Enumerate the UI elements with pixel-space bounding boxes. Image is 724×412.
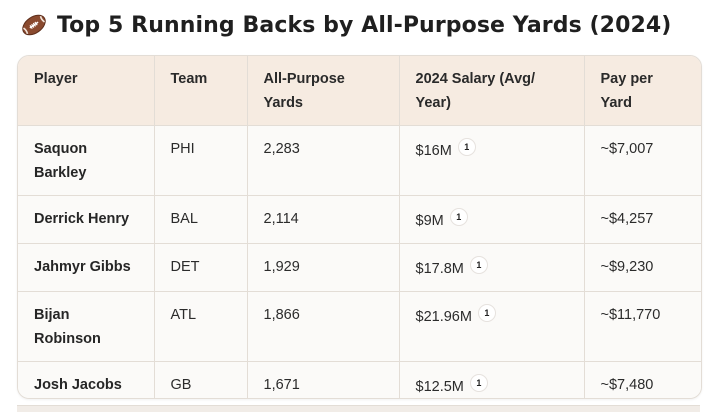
yards-cell: 2,114 — [247, 195, 400, 244]
table-row: Josh Jacobs GB 1,671 $12.5M 1 ~$7,480 — [18, 361, 701, 398]
yards-cell: 1,929 — [247, 243, 400, 292]
salary-value: $9M — [415, 213, 444, 229]
player-cell: Derrick Henry — [18, 195, 155, 244]
table-row: Bijan Robinson ATL 1,866 $21.96M 1 ~$11,… — [18, 291, 701, 362]
player-cell: Josh Jacobs — [18, 361, 155, 398]
header-team: Team — [154, 56, 248, 126]
yards-cell: 1,866 — [247, 291, 400, 362]
page-title: Top 5 Running Backs by All-Purpose Yards… — [57, 12, 672, 38]
salary-value: $16M — [415, 143, 452, 159]
team-cell: DET — [154, 243, 248, 292]
citation-badge[interactable]: 1 — [469, 374, 488, 392]
salary-value: $21.96M — [415, 309, 472, 325]
pay-per-yard-cell: ~$7,007 — [584, 125, 701, 196]
citation-badge[interactable]: 1 — [449, 208, 468, 226]
pay-per-yard-cell: ~$4,257 — [584, 195, 701, 244]
citation-badge[interactable]: 1 — [469, 256, 488, 274]
pay-per-yard-cell: ~$11,770 — [584, 291, 701, 362]
table-row: Jahmyr Gibbs DET 1,929 $17.8M 1 ~$9,230 — [18, 243, 701, 292]
header-salary: 2024 Salary (Avg/ Year) — [399, 56, 585, 126]
salary-cell: $17.8M 1 — [399, 243, 585, 292]
salary-cell: $12.5M 1 — [399, 361, 585, 398]
title-row: Top 5 Running Backs by All-Purpose Yards… — [20, 8, 671, 42]
header-player: Player — [18, 56, 155, 126]
team-cell: PHI — [154, 125, 248, 196]
football-icon — [20, 11, 48, 39]
salary-value: $17.8M — [415, 261, 464, 277]
pay-per-yard-cell: ~$7,480 — [600, 377, 654, 393]
table-row: Derrick Henry BAL 2,114 $9M 1 ~$4,257 — [18, 195, 701, 244]
player-cell: Jahmyr Gibbs — [18, 243, 155, 292]
yards-cell: 2,283 — [247, 125, 400, 196]
team-cell: ATL — [154, 291, 248, 362]
next-block-edge — [17, 405, 700, 412]
team-cell: BAL — [154, 195, 248, 244]
player-cell: Bijan Robinson — [18, 291, 155, 362]
citation-badge[interactable]: 1 — [477, 304, 496, 322]
running-backs-table: Player Team All-Purpose Yards 2024 Salar… — [17, 55, 702, 399]
header-all-purpose-yards: All-Purpose Yards — [247, 56, 400, 126]
table-header-row: Player Team All-Purpose Yards 2024 Salar… — [18, 56, 701, 126]
yards-cell: 1,671 — [247, 361, 400, 398]
team-cell: GB — [154, 361, 248, 398]
salary-value: $12.5M — [415, 379, 464, 395]
citation-badge[interactable]: 1 — [457, 138, 476, 156]
table-row: Saquon Barkley PHI 2,283 $16M 1 ~$7,007 — [18, 125, 701, 196]
data-table: Player Team All-Purpose Yards 2024 Salar… — [18, 56, 701, 398]
pay-per-yard-cell: ~$9,230 — [584, 243, 701, 292]
salary-cell: $21.96M 1 — [399, 291, 585, 362]
salary-cell: $9M 1 — [399, 195, 585, 244]
salary-cell: $16M 1 — [399, 125, 585, 196]
player-cell: Saquon Barkley — [18, 125, 155, 196]
header-pay-per-yard: Pay per Yard — [584, 56, 701, 126]
